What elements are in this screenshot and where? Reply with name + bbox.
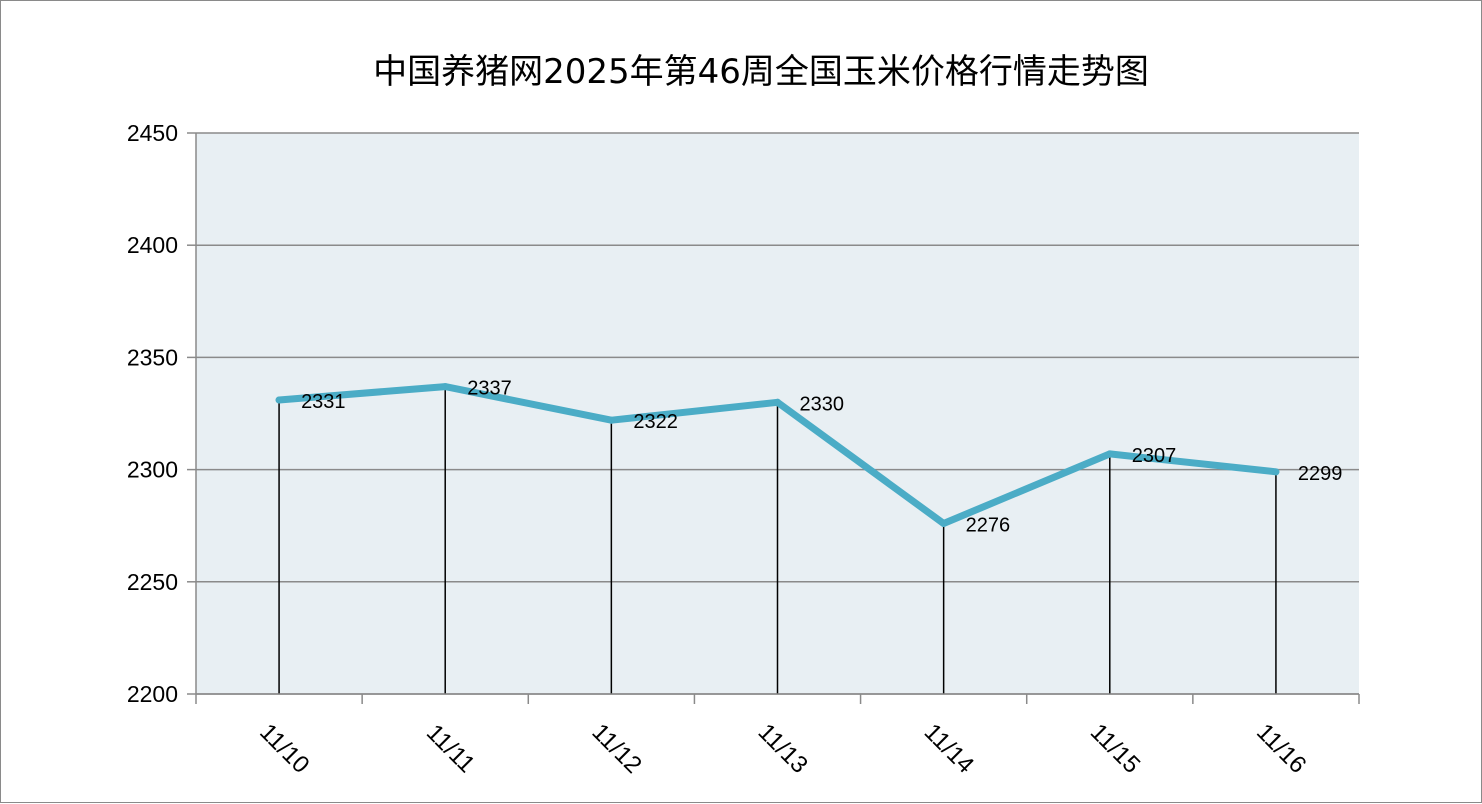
y-tick-label: 2300 xyxy=(127,457,178,483)
data-labels: 2331 2337 2322 2330 2276 2307 2299 xyxy=(301,378,1342,537)
chart-title: 中国养猪网2025年第46周全国玉米价格行情走势图 xyxy=(373,52,1149,92)
x-tick-label: 11/10 xyxy=(254,719,314,779)
y-tick-label: 2450 xyxy=(127,120,178,146)
data-point xyxy=(1106,450,1114,458)
y-tick-label: 2350 xyxy=(127,344,178,370)
x-tick-label: 11/11 xyxy=(421,719,480,778)
y-tick-label: 2250 xyxy=(127,569,178,595)
data-point xyxy=(774,398,781,406)
data-label: 2307 xyxy=(1132,445,1177,467)
x-tick-label: 11/14 xyxy=(919,719,979,779)
x-tick-label: 11/15 xyxy=(1085,719,1145,779)
data-label: 2330 xyxy=(800,393,845,415)
data-label: 2322 xyxy=(633,411,678,433)
y-tick-label: 2400 xyxy=(127,232,178,258)
x-tick-label: 11/12 xyxy=(587,719,647,779)
data-label: 2337 xyxy=(467,378,512,400)
data-point xyxy=(275,396,283,404)
data-label: 2276 xyxy=(966,514,1011,536)
data-label: 2331 xyxy=(301,391,346,413)
data-point xyxy=(1272,468,1280,476)
y-tick-label: 2200 xyxy=(127,681,178,707)
drop-lines xyxy=(278,386,1277,694)
x-tick-label: 11/13 xyxy=(753,719,813,779)
data-point xyxy=(940,519,948,527)
series-layer xyxy=(275,383,1280,527)
data-point xyxy=(607,416,615,424)
x-tick-label: 11/16 xyxy=(1251,719,1311,779)
data-label: 2299 xyxy=(1298,463,1343,485)
data-point xyxy=(441,383,449,391)
